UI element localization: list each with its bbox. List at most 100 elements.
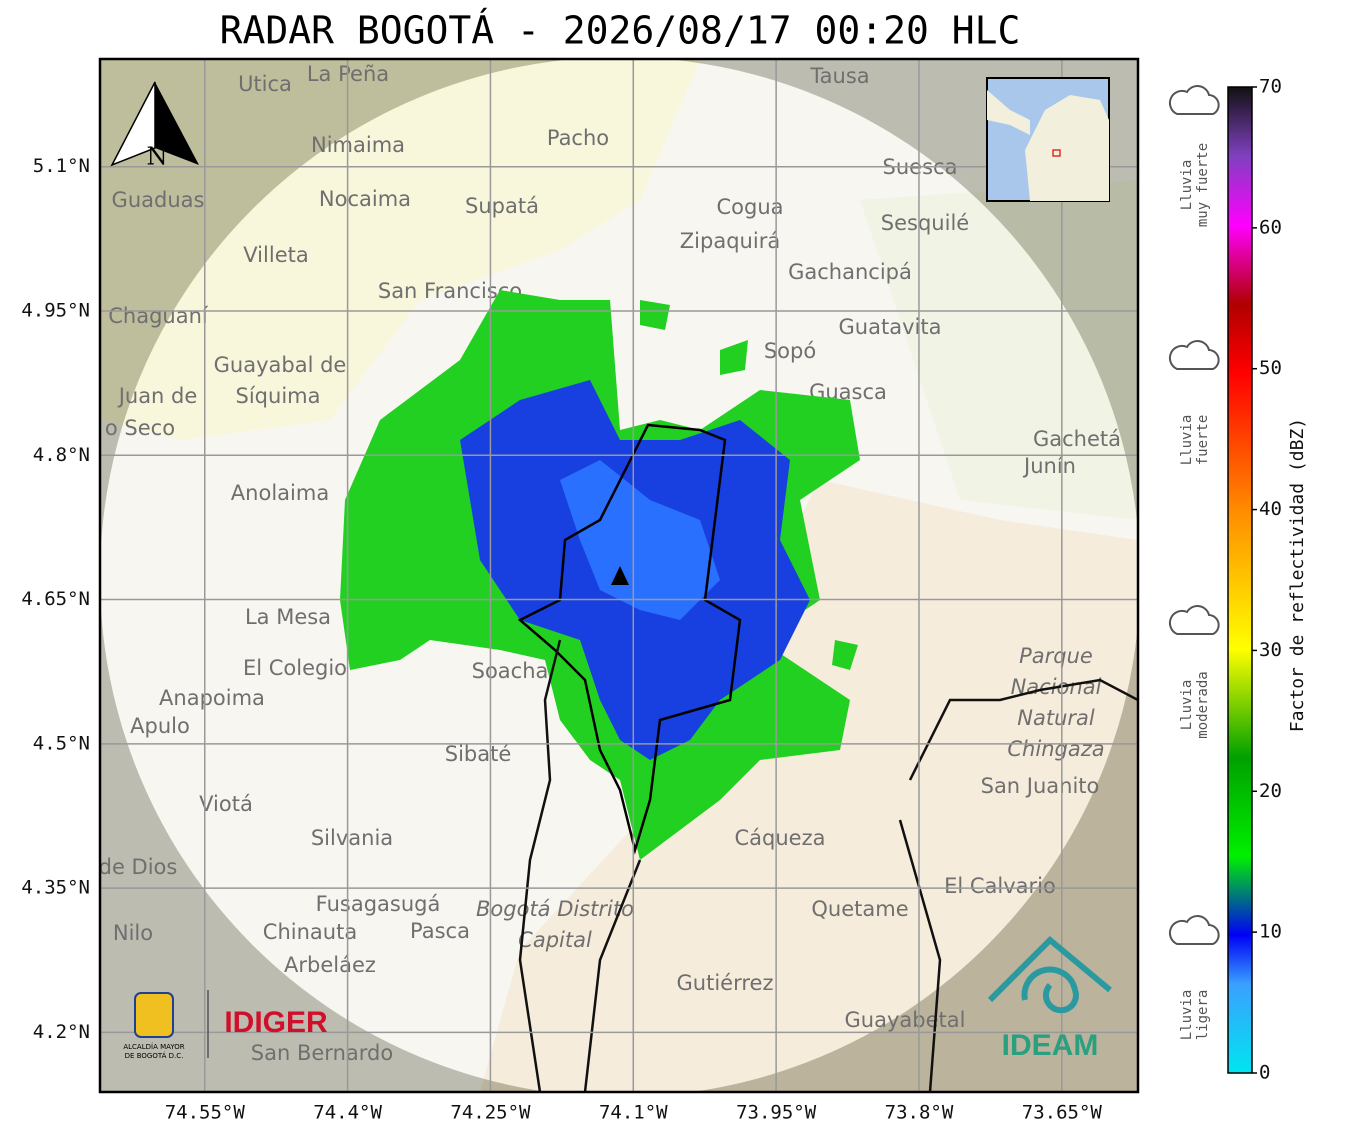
place-label: Tausa (809, 64, 869, 88)
colorbar-tick-label: 70 (1259, 76, 1282, 98)
place-label: Chingaza (1007, 737, 1104, 761)
colorbar-tick-label: 20 (1259, 780, 1282, 802)
place-label: Soacha (472, 659, 549, 683)
colorbar-tick-label: 40 (1259, 498, 1282, 520)
place-label: Villeta (243, 243, 308, 267)
place-label: Pacho (547, 126, 609, 150)
rain-level: Lluvia muy fuerte (1168, 85, 1220, 227)
colorbar-tick-label: 60 (1259, 216, 1282, 238)
place-label: Capital (518, 928, 592, 952)
place-label: Zipaquirá (680, 229, 780, 253)
rain-level-label: Lluvia (1179, 160, 1195, 211)
place-label: Nimaima (311, 133, 405, 157)
rain-level-label: Lluvia (1179, 415, 1195, 466)
rain-level-label: fuerte (1195, 415, 1211, 466)
lat-tick-label: 4.2°N (33, 1021, 90, 1043)
place-label: Síquima (236, 384, 321, 408)
place-label: Natural (1017, 706, 1095, 730)
place-label: Fusagasugá (316, 892, 441, 916)
idiger-logo: IDIGER (224, 1006, 328, 1039)
place-label: Utica (238, 72, 292, 96)
place-label: Sopó (764, 339, 816, 363)
lon-tick-label: 74.25°W (450, 1102, 531, 1124)
lat-tick-label: 4.5°N (33, 732, 90, 754)
place-label: Gachetá (1033, 427, 1121, 451)
lat-tick-label: 4.35°N (21, 877, 90, 899)
lat-tick-label: 4.8°N (33, 444, 90, 466)
place-label: Gachancipá (788, 260, 912, 284)
compass-right (155, 82, 199, 165)
place-label: Anolaima (231, 481, 329, 505)
logos: ALCALDÍA MAYOR DE BOGOTÁ D.C. IDIGER IDE… (123, 935, 1112, 1062)
rain-level: Lluvia ligera (1168, 915, 1220, 1041)
place-label: Parque (1019, 644, 1093, 668)
alcaldia-line: ALCALDÍA MAYOR (123, 1042, 184, 1051)
place-label: La Mesa (245, 605, 331, 629)
rain-icon (1168, 340, 1220, 370)
rain-level-label: Lluvia (1179, 680, 1195, 731)
place-label: Sesquilé (881, 211, 969, 235)
radar-echo (340, 290, 860, 860)
place-label: Supatá (465, 194, 539, 218)
radar-site (611, 566, 629, 585)
place-label: Junín (1022, 454, 1076, 478)
place-label: Anapoima (159, 686, 265, 710)
rain-level: Lluvia fuerte (1168, 340, 1220, 466)
place-label: Sibaté (445, 742, 512, 766)
place-label: El Calvario (944, 874, 1056, 898)
lon-tick-label: 73.65°W (1022, 1102, 1103, 1124)
lon-tick-label: 73.95°W (736, 1102, 817, 1124)
lat-tick-label: 4.65°N (21, 588, 90, 610)
dept-boundaries (518, 639, 1138, 1092)
lat-tick-label: 4.95°N (21, 299, 90, 321)
region-east (480, 480, 1138, 1092)
colorbar-label: Factor de reflectividad (dBZ) (1287, 418, 1308, 732)
lon-tick-label: 74.55°W (165, 1102, 246, 1124)
place-label: o Seco (105, 416, 175, 440)
lon-tick-label: 74.1°W (599, 1102, 668, 1124)
place-label: Nilo (113, 921, 153, 945)
inset-isthmus (987, 90, 1030, 135)
rain-level-label: Lluvia (1179, 990, 1195, 1041)
rain-icon (1168, 85, 1220, 115)
place-label: Chinauta (263, 920, 357, 944)
lon-tick-label: 74.4°W (313, 1102, 382, 1124)
place-label: Bogotá Distrito (476, 897, 634, 921)
place-label: Cogua (716, 195, 783, 219)
inset-map (986, 77, 1110, 202)
alcaldia-shield (134, 992, 174, 1038)
place-label: Guaduas (112, 188, 205, 212)
ideam-mark (987, 935, 1112, 1014)
rain-icon (1168, 605, 1220, 635)
colorbar-tick-label: 0 (1259, 1062, 1270, 1084)
colorbar-tick-label: 30 (1259, 639, 1282, 661)
inset-marker (1052, 149, 1061, 157)
colorbar-tick-label: 50 (1259, 357, 1282, 379)
ideam-logo: IDEAM (1002, 1029, 1099, 1062)
place-label: Guayabal de (214, 353, 347, 377)
rain-level-label: moderada (1195, 671, 1211, 738)
rain-level: Lluvia moderada (1168, 605, 1220, 739)
lat-tick-label: 5.1°N (33, 155, 90, 177)
compass: N (110, 81, 199, 171)
lon-tick-label: 73.8°W (885, 1102, 954, 1124)
colorbar (1227, 86, 1253, 1074)
place-label: Silvania (311, 826, 393, 850)
place-label: Cáqueza (735, 826, 826, 850)
place-label: Nocaima (319, 187, 411, 211)
rain-level-label: muy fuerte (1195, 143, 1211, 227)
place-label: Pasca (410, 919, 470, 943)
place-label: San Bernardo (251, 1041, 393, 1065)
echo-blue-light (560, 460, 720, 620)
place-label: Juan de (117, 384, 198, 408)
place-label: Guayabetal (845, 1008, 966, 1032)
place-label: Quetame (811, 897, 908, 921)
place-label: Arbeláez (284, 953, 376, 977)
rain-level-label: ligera (1195, 990, 1211, 1041)
inset-land (1025, 95, 1109, 201)
place-label: El Colegio (243, 656, 347, 680)
place-label: San Juanito (981, 774, 1100, 798)
compass-label: N (147, 143, 168, 171)
